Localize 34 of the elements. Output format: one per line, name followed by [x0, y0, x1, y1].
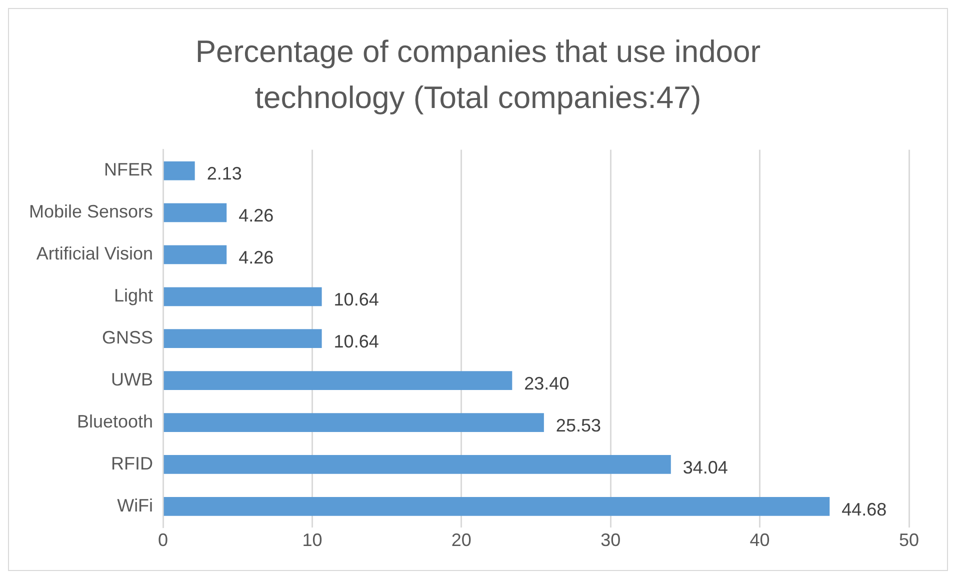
x-tick-label: 30 [600, 530, 621, 550]
bar [164, 287, 322, 306]
x-tick-label: 40 [750, 530, 770, 550]
y-tick-label: UWB [111, 370, 154, 390]
bar [164, 203, 227, 222]
bar [164, 413, 544, 432]
data-label: 23.40 [524, 374, 570, 394]
bar [164, 496, 830, 516]
y-tick-label: WiFi [117, 495, 154, 516]
x-tick-label: 20 [451, 530, 472, 550]
bar [164, 245, 227, 264]
data-label: 10.64 [334, 290, 379, 310]
data-label: 44.68 [842, 499, 887, 520]
bar [164, 329, 322, 348]
bar [164, 161, 195, 180]
bar [164, 455, 671, 474]
chart-title: Percentage of companies that use indoor technology (Total companies:47) [194, 33, 762, 117]
data-label: 4.26 [238, 248, 274, 268]
y-tick-label: Bluetooth [76, 411, 154, 432]
data-label: 34.04 [682, 457, 728, 478]
data-label: 25.53 [556, 415, 601, 436]
y-tick-label: Mobile Sensors [28, 202, 154, 222]
bar [164, 371, 512, 390]
data-label: 2.13 [206, 164, 242, 184]
y-tick-label: GNSS [102, 328, 154, 348]
data-label: 4.26 [238, 206, 274, 226]
y-tick-label: NFER [104, 160, 154, 180]
y-tick-label: Artificial Vision [36, 244, 154, 264]
x-tick-label: 50 [898, 530, 920, 550]
x-tick-label: 10 [302, 530, 322, 550]
x-tick-label: 0 [158, 530, 168, 550]
y-tick-label: Light [114, 286, 154, 306]
data-label: 10.64 [334, 332, 379, 352]
y-tick-label: RFID [111, 453, 154, 474]
